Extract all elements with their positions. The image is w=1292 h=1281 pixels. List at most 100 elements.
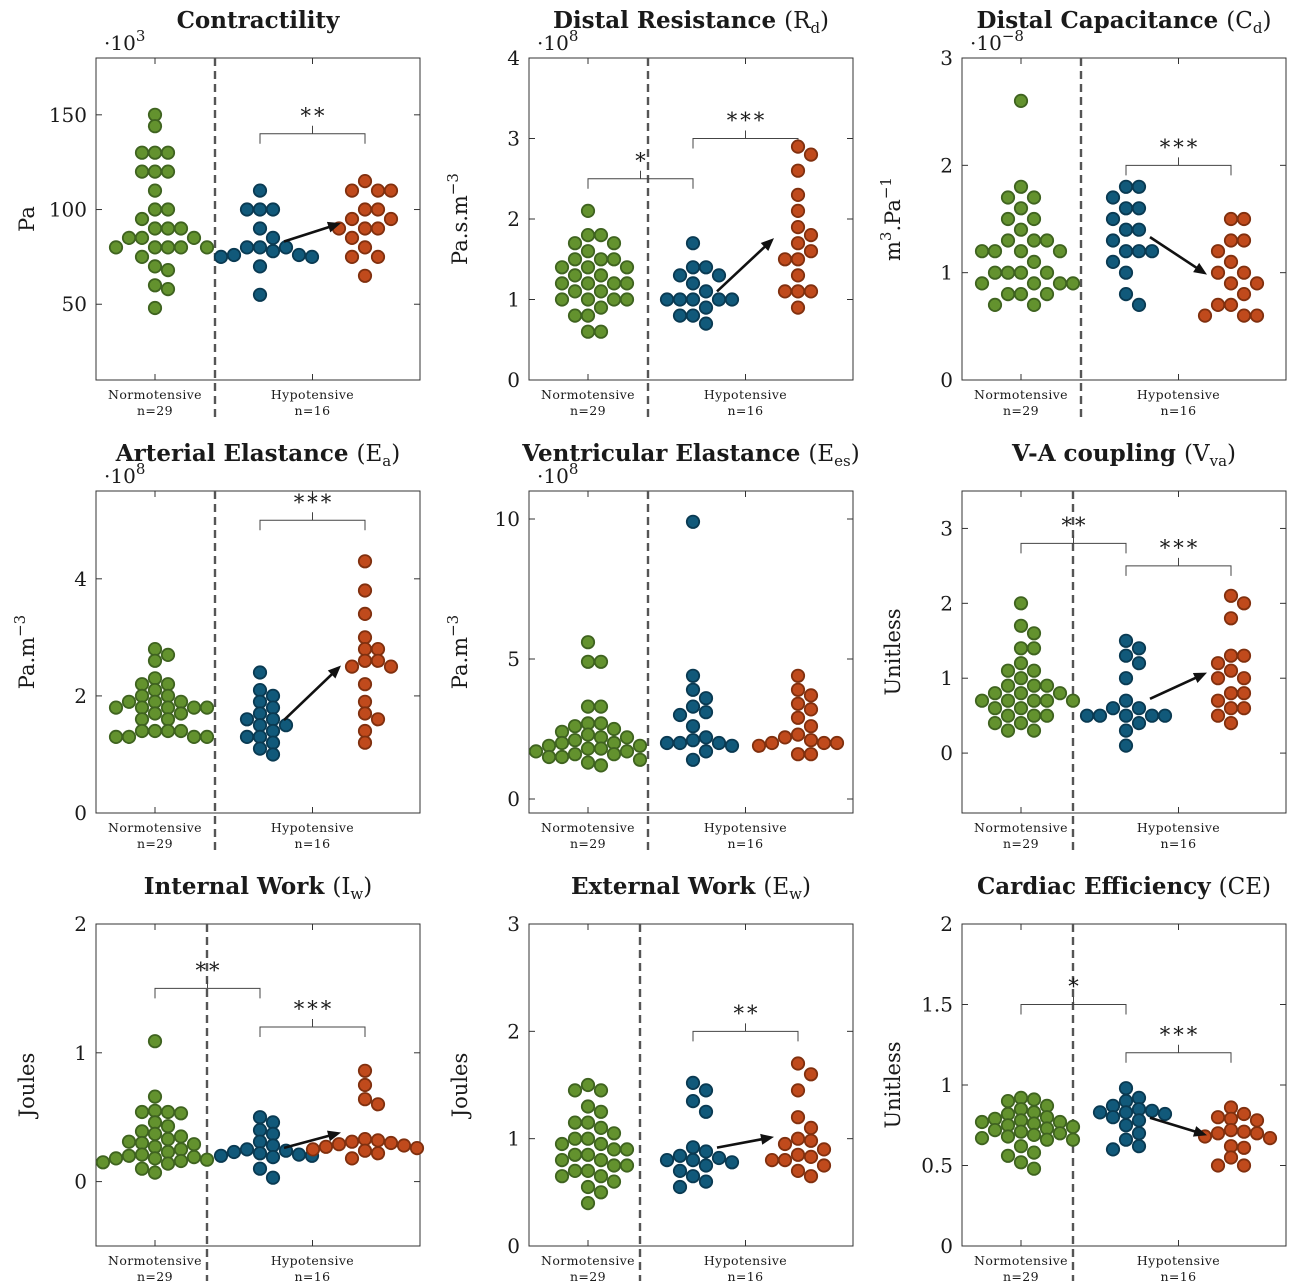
hypotensive-after-point bbox=[777, 730, 793, 745]
group-label: Normotensive bbox=[974, 820, 1068, 835]
normotensive-point bbox=[1000, 190, 1016, 205]
hypotensive-after-point bbox=[1236, 1106, 1252, 1122]
hypotensive-before-point bbox=[265, 1138, 281, 1153]
group-label: Hypotensive bbox=[704, 820, 787, 835]
hypotensive-before-point bbox=[659, 292, 675, 307]
hypotensive-before-point bbox=[1079, 708, 1095, 723]
significance-label: *** bbox=[1160, 1023, 1201, 1047]
normotensive-point bbox=[134, 211, 150, 227]
hypotensive-before-point bbox=[698, 1144, 714, 1159]
hypotensive-before-point bbox=[672, 308, 688, 323]
hypotensive-after-point bbox=[803, 688, 819, 703]
hypotensive-before-point bbox=[1157, 1106, 1173, 1122]
hypotensive-before-point bbox=[685, 1140, 701, 1155]
hypotensive-before-point bbox=[265, 1126, 281, 1142]
hypotensive-before-point bbox=[1118, 1081, 1134, 1096]
y-tick-label: 2 bbox=[940, 591, 953, 615]
hypotensive-after-point bbox=[790, 187, 806, 202]
hypotensive-before-point bbox=[265, 723, 281, 739]
normotensive-point bbox=[186, 1137, 202, 1152]
hypotensive-after-point bbox=[1236, 286, 1252, 302]
normotensive-point bbox=[987, 297, 1003, 312]
normotensive-point bbox=[554, 292, 570, 307]
normotensive-point bbox=[108, 240, 124, 255]
hypotensive-before-point bbox=[1131, 1113, 1147, 1128]
hypotensive-after-point bbox=[790, 163, 806, 178]
hypotensive-after-point bbox=[803, 1149, 819, 1165]
normotensive-point bbox=[108, 700, 124, 715]
hypotensive-after-point bbox=[1210, 671, 1226, 686]
hypotensive-before-point bbox=[685, 260, 701, 275]
normotensive-point bbox=[567, 1131, 583, 1146]
hypotensive-before-point bbox=[1131, 641, 1147, 656]
significance-label: ** bbox=[196, 958, 223, 982]
normotensive-point bbox=[1000, 708, 1016, 723]
hypotensive-before-point bbox=[685, 1075, 701, 1091]
hypotensive-before-point bbox=[685, 752, 701, 767]
normotensive-point bbox=[554, 1136, 570, 1152]
normotensive-point bbox=[160, 712, 176, 727]
hypotensive-before-point bbox=[1144, 708, 1160, 723]
normotensive-point bbox=[593, 1120, 609, 1136]
hypotensive-after-point bbox=[370, 183, 386, 198]
normotensive-point bbox=[974, 244, 990, 259]
normotensive-point bbox=[147, 259, 163, 274]
normotensive-point bbox=[554, 735, 570, 751]
group-label: Hypotensive bbox=[704, 1253, 787, 1268]
hypotensive-before-point bbox=[1118, 201, 1134, 216]
normotensive-point bbox=[593, 758, 609, 773]
hypotensive-after-point bbox=[1223, 1123, 1239, 1138]
hypotensive-before-point bbox=[1118, 633, 1134, 648]
hypotensive-before-point bbox=[1144, 1103, 1160, 1118]
hypotensive-after-point bbox=[1236, 1124, 1252, 1139]
normotensive-point bbox=[121, 230, 137, 245]
y-tick-label: 100 bbox=[49, 198, 87, 222]
normotensive-point bbox=[619, 1142, 635, 1157]
hypotensive-after-point bbox=[790, 727, 806, 742]
hypotensive-after-point bbox=[790, 268, 806, 283]
hypotensive-after-point bbox=[1210, 1126, 1226, 1141]
normotensive-point bbox=[1000, 663, 1016, 678]
hypotensive-before-point bbox=[278, 240, 294, 255]
hypotensive-after-point bbox=[790, 668, 806, 683]
normotensive-point bbox=[173, 723, 189, 739]
panel-title: Distal Resistance (Rd) bbox=[553, 7, 829, 37]
hypotensive-after-point bbox=[790, 1163, 806, 1179]
hypotensive-before-point bbox=[239, 1142, 255, 1157]
normotensive-point bbox=[147, 1115, 163, 1130]
hypotensive-before-point bbox=[1118, 1132, 1134, 1147]
hypotensive-after-point bbox=[331, 1137, 347, 1152]
normotensive-point bbox=[173, 221, 189, 236]
normotensive-point bbox=[1026, 723, 1042, 738]
normotensive-point bbox=[95, 1155, 111, 1170]
hypotensive-before-point bbox=[252, 729, 268, 745]
normotensive-point bbox=[567, 719, 583, 734]
change-arrow bbox=[283, 671, 335, 721]
hypotensive-before-point bbox=[252, 287, 268, 302]
hypotensive-before-point bbox=[1118, 222, 1134, 237]
hypotensive-before-point bbox=[685, 1153, 701, 1168]
hypotensive-after-point bbox=[790, 300, 806, 315]
normotensive-point bbox=[199, 1152, 215, 1167]
y-tick-label: 2 bbox=[507, 207, 520, 231]
y-tick-label: 2 bbox=[940, 153, 953, 177]
normotensive-point bbox=[1013, 1124, 1029, 1139]
hypotensive-before-point bbox=[1131, 222, 1147, 237]
normotensive-point bbox=[147, 671, 163, 686]
axes-box bbox=[528, 490, 854, 814]
hypotensive-after-point bbox=[383, 211, 399, 227]
normotensive-point bbox=[567, 733, 583, 748]
normotensive-point bbox=[147, 653, 163, 668]
normotensive-point bbox=[1065, 276, 1081, 291]
hypotensive-before-point bbox=[1092, 1105, 1108, 1120]
normotensive-point bbox=[160, 145, 176, 160]
normotensive-point bbox=[987, 1123, 1003, 1138]
hypotensive-before-point bbox=[1118, 1105, 1134, 1120]
normotensive-point bbox=[186, 729, 202, 745]
group-count: n=16 bbox=[727, 836, 763, 851]
normotensive-point bbox=[987, 686, 1003, 701]
significance-bracket bbox=[1125, 565, 1232, 576]
y-axis-label: Unitless bbox=[881, 608, 905, 695]
hypotensive-before-point bbox=[685, 236, 701, 251]
hypotensive-before-point bbox=[265, 230, 281, 245]
